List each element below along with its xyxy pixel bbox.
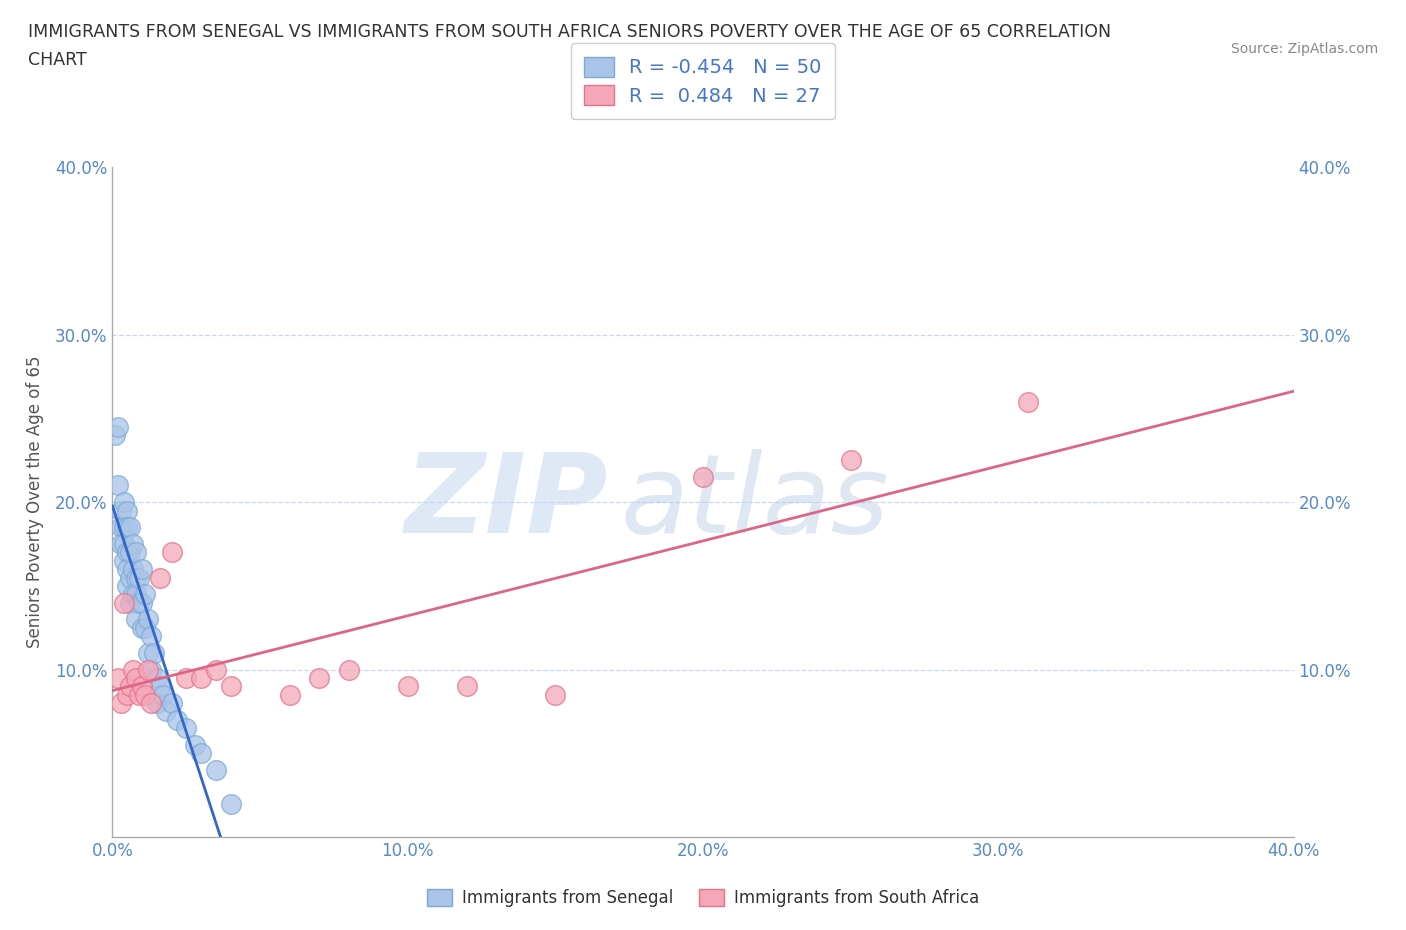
Y-axis label: Seniors Poverty Over the Age of 65: Seniors Poverty Over the Age of 65 — [25, 356, 44, 648]
Point — [190, 671, 212, 685]
Point — [219, 796, 242, 811]
Point — [184, 737, 207, 752]
Point — [112, 537, 135, 551]
Point — [117, 578, 138, 593]
Point — [122, 587, 145, 602]
Point — [125, 545, 148, 560]
Point — [308, 671, 330, 685]
Point — [125, 570, 148, 585]
Point — [131, 679, 153, 694]
Point — [120, 679, 142, 694]
Point — [146, 696, 169, 711]
Text: IMMIGRANTS FROM SENEGAL VS IMMIGRANTS FROM SOUTH AFRICA SENIORS POVERTY OVER THE: IMMIGRANTS FROM SENEGAL VS IMMIGRANTS FR… — [28, 23, 1111, 41]
Point — [107, 419, 129, 434]
Point — [112, 595, 135, 610]
Point — [110, 520, 132, 535]
Point — [107, 671, 129, 685]
Point — [278, 687, 301, 702]
Point — [205, 662, 228, 677]
Point — [131, 562, 153, 577]
Point — [149, 679, 172, 694]
Legend: Immigrants from Senegal, Immigrants from South Africa: Immigrants from Senegal, Immigrants from… — [419, 881, 987, 916]
Point — [174, 671, 197, 685]
Point — [117, 562, 138, 577]
Point — [107, 478, 129, 493]
Point — [131, 620, 153, 635]
Point — [125, 587, 148, 602]
Point — [219, 679, 242, 694]
Point — [160, 696, 183, 711]
Point — [190, 746, 212, 761]
Point — [122, 562, 145, 577]
Point — [120, 570, 142, 585]
Point — [120, 520, 142, 535]
Text: Source: ZipAtlas.com: Source: ZipAtlas.com — [1230, 42, 1378, 56]
Point — [117, 503, 138, 518]
Point — [134, 620, 156, 635]
Point — [136, 612, 159, 627]
Point — [117, 520, 138, 535]
Point — [110, 537, 132, 551]
Point — [128, 595, 150, 610]
Point — [456, 679, 478, 694]
Point — [122, 662, 145, 677]
Point — [112, 495, 135, 510]
Point — [112, 553, 135, 568]
Point — [139, 662, 162, 677]
Point — [155, 704, 177, 719]
Point — [136, 662, 159, 677]
Point — [337, 662, 360, 677]
Text: CHART: CHART — [28, 51, 87, 69]
Point — [134, 687, 156, 702]
Point — [1017, 394, 1039, 409]
Point — [160, 545, 183, 560]
Point — [134, 587, 156, 602]
Point — [112, 520, 135, 535]
Point — [174, 721, 197, 736]
Point — [128, 570, 150, 585]
Point — [166, 712, 188, 727]
Point — [839, 453, 862, 468]
Point — [131, 595, 153, 610]
Point — [142, 645, 165, 660]
Point — [205, 763, 228, 777]
Point — [104, 428, 127, 443]
Point — [149, 570, 172, 585]
Point — [139, 629, 162, 644]
Point — [544, 687, 567, 702]
Point — [396, 679, 419, 694]
Point — [110, 503, 132, 518]
Point — [120, 545, 142, 560]
Point — [146, 671, 169, 685]
Point — [110, 696, 132, 711]
Point — [125, 671, 148, 685]
Point — [117, 545, 138, 560]
Point — [692, 470, 714, 485]
Point — [125, 612, 148, 627]
Point — [117, 687, 138, 702]
Text: atlas: atlas — [620, 448, 889, 556]
Point — [120, 595, 142, 610]
Text: ZIP: ZIP — [405, 448, 609, 556]
Point — [128, 687, 150, 702]
Point — [139, 696, 162, 711]
Point — [136, 645, 159, 660]
Point — [122, 537, 145, 551]
Point — [152, 687, 174, 702]
